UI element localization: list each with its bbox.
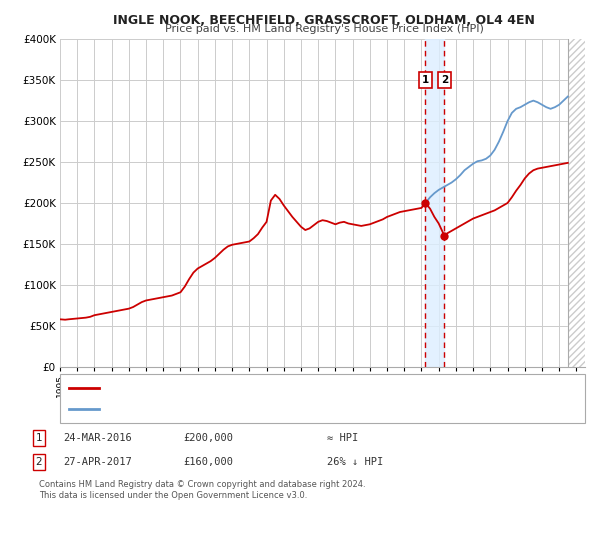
Text: Contains HM Land Registry data © Crown copyright and database right 2024.: Contains HM Land Registry data © Crown c…	[39, 480, 365, 489]
Text: INGLE NOOK, BEECHFIELD, GRASSCROFT, OLDHAM, OL4 4EN: INGLE NOOK, BEECHFIELD, GRASSCROFT, OLDH…	[113, 14, 535, 27]
Text: £200,000: £200,000	[183, 433, 233, 443]
Text: 26% ↓ HPI: 26% ↓ HPI	[327, 457, 383, 467]
Text: 2: 2	[441, 75, 448, 85]
Bar	[568, 39, 585, 367]
Text: HPI: Average price, detached house, Oldham: HPI: Average price, detached house, Oldh…	[103, 404, 306, 413]
Text: INGLE NOOK, BEECHFIELD, GRASSCROFT, OLDHAM, OL4 4EN (detached house): INGLE NOOK, BEECHFIELD, GRASSCROFT, OLDH…	[103, 384, 459, 393]
Bar	[425, 39, 445, 367]
Text: Price paid vs. HM Land Registry's House Price Index (HPI): Price paid vs. HM Land Registry's House …	[164, 24, 484, 34]
Text: 1: 1	[422, 75, 429, 85]
Text: 24-MAR-2016: 24-MAR-2016	[63, 433, 132, 443]
Bar	[568, 39, 585, 367]
Text: 2: 2	[35, 457, 43, 467]
Text: £160,000: £160,000	[183, 457, 233, 467]
Text: This data is licensed under the Open Government Licence v3.0.: This data is licensed under the Open Gov…	[39, 491, 307, 500]
Text: 1: 1	[35, 433, 43, 443]
Text: 27-APR-2017: 27-APR-2017	[63, 457, 132, 467]
Text: ≈ HPI: ≈ HPI	[327, 433, 358, 443]
